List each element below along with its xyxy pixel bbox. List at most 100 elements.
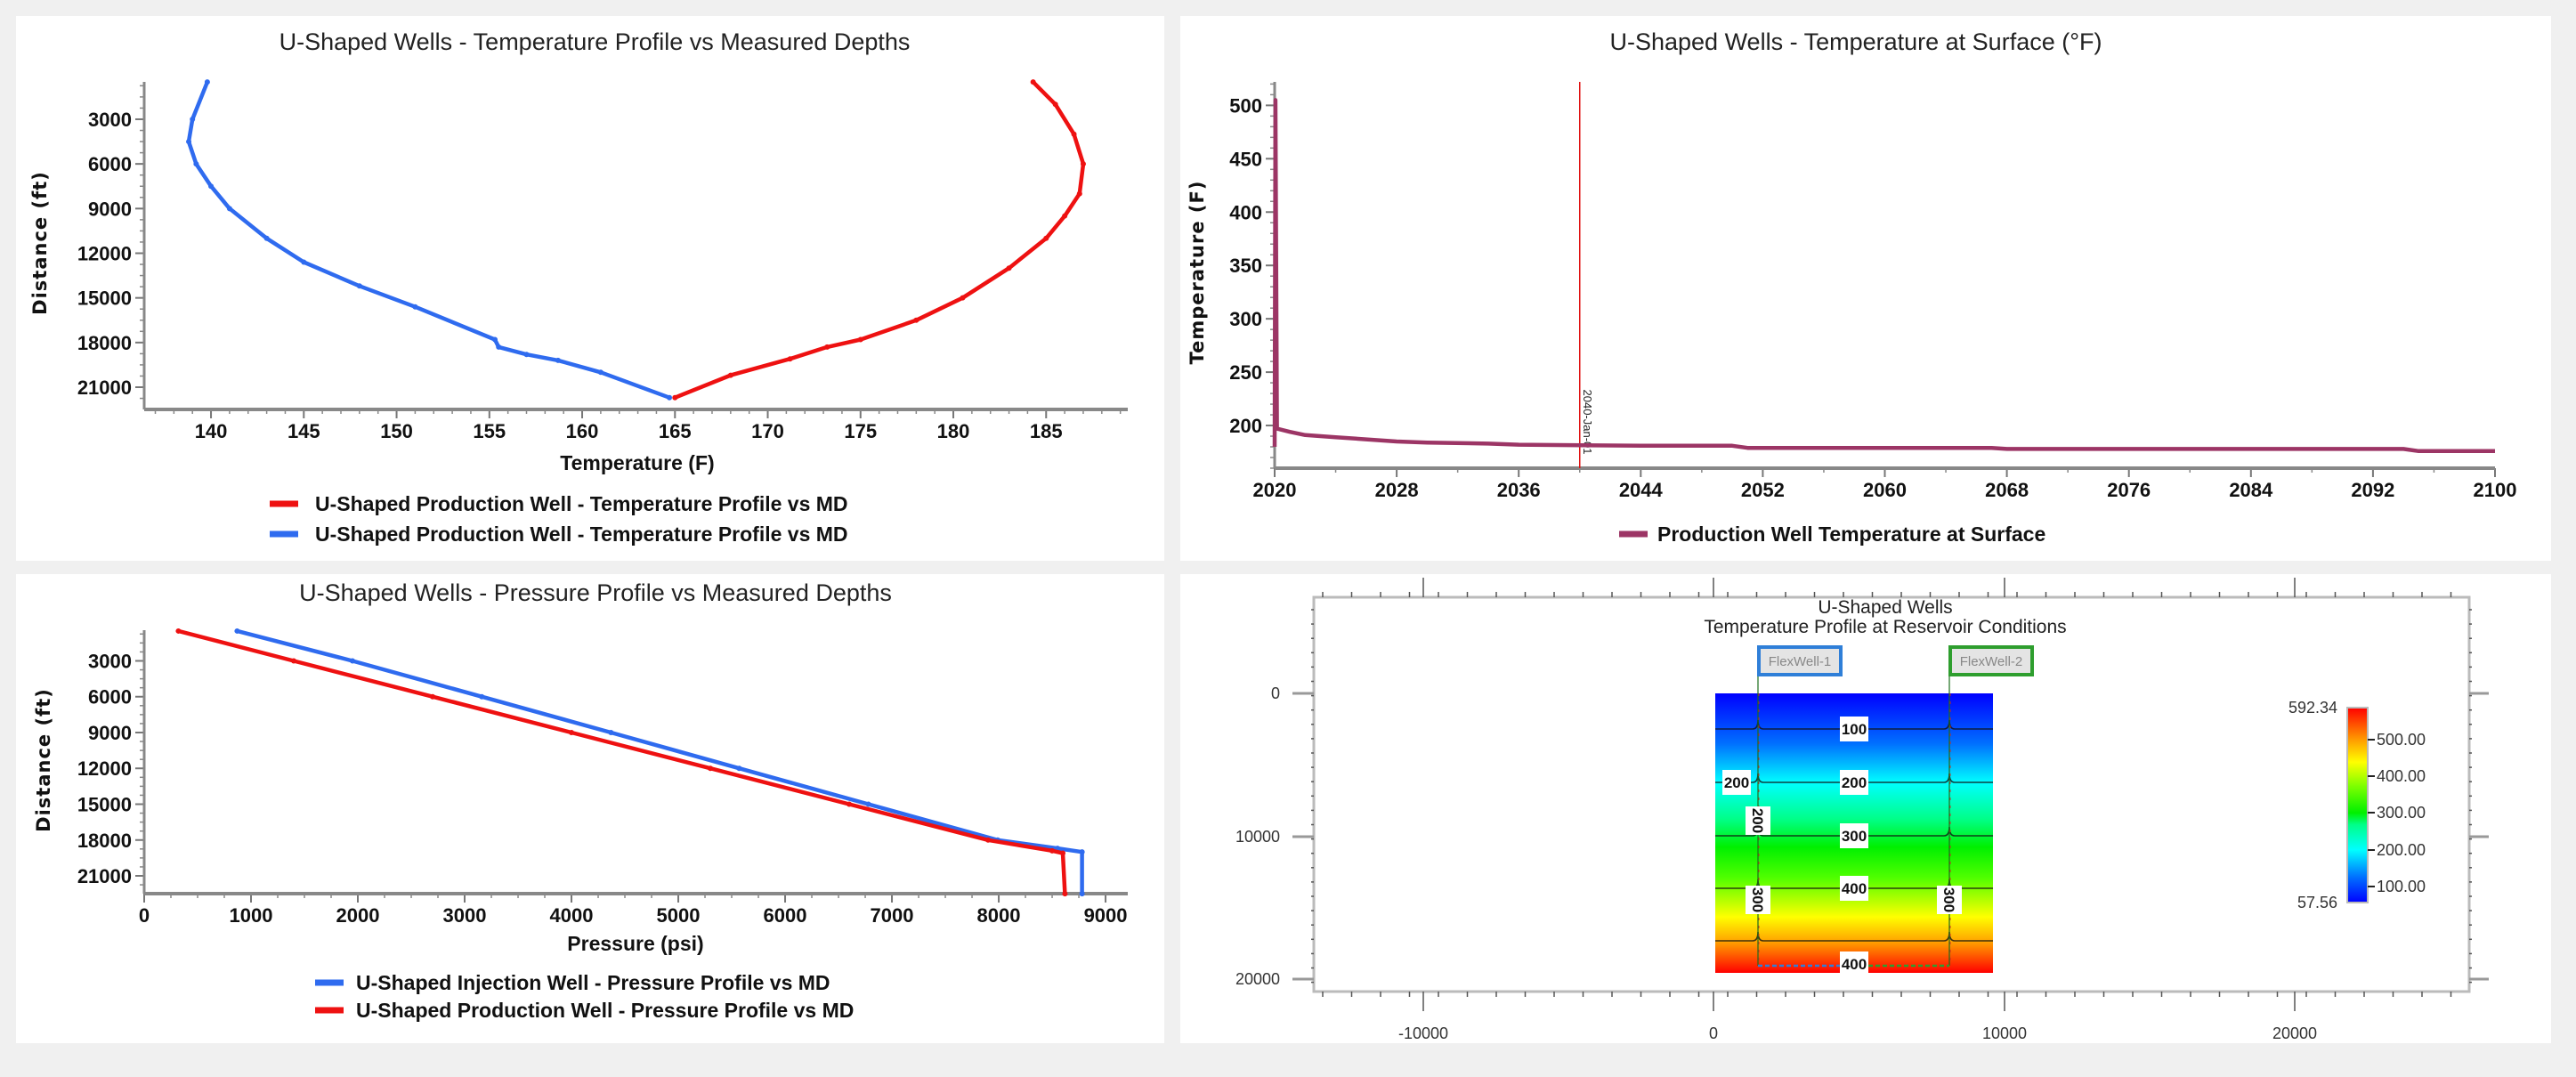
data-point [175, 628, 182, 634]
well-label-box[interactable] [1757, 645, 1843, 676]
x-tick-label: 4000 [550, 904, 594, 927]
data-point [985, 837, 992, 843]
chart-title: U-Shaped Wells - Temperature at Surface … [1609, 28, 2102, 55]
contour-label: 200 [1746, 806, 1770, 835]
well-label: FlexWell-2 [1960, 654, 2023, 669]
contour-label: 300 [1840, 823, 1868, 848]
y-axis-label: Distance (ft) [29, 171, 51, 315]
data-point [1062, 213, 1068, 219]
data-point [204, 79, 210, 85]
contour-label-text: 400 [1842, 956, 1867, 973]
data-point [186, 139, 192, 145]
data-point [208, 183, 215, 190]
data-point [1030, 79, 1036, 85]
series-line [177, 628, 1067, 895]
contour-label-text: 200 [1724, 774, 1749, 791]
data-point [430, 693, 436, 700]
contour-label: 400 [1840, 951, 1868, 976]
data-point [496, 344, 502, 350]
x-axis-label: Pressure (psi) [567, 932, 703, 955]
y-tick-label: 200 [1229, 415, 1262, 437]
data-point [1079, 891, 1085, 897]
contour-label-text: 300 [1940, 887, 1957, 912]
contour-label-bg [1937, 886, 1962, 914]
chart-title: U-Shaped Wells - Temperature Profile vs … [279, 28, 911, 55]
temperature-profile-svg: U-Shaped Wells - Temperature Profile vs … [29, 28, 1128, 546]
contour-label: 200 [1722, 770, 1751, 795]
contour-label: 300 [1937, 886, 1962, 914]
x-tick-label: 0 [139, 904, 150, 927]
x-tick-label: 0 [1709, 1024, 1718, 1042]
x-tick-label: 180 [937, 420, 970, 442]
reservoir-temperature-svg: -10000 0 10000 20000 0 10000 20000 U-Shaped Wel… [1235, 578, 2489, 1042]
data-point [301, 259, 307, 265]
y-tick-label: 350 [1229, 255, 1262, 277]
contour-label-bg [1840, 951, 1868, 976]
y-tick-label: 6000 [88, 686, 132, 709]
contour-label-bg [1722, 770, 1751, 795]
y-tick-label: 15000 [77, 287, 132, 310]
temperature-profile-chart: U-Shaped Wells - Temperature Profile vs … [16, 16, 1164, 561]
surface-temperature-svg: U-Shaped Wells - Temperature at Surface … [1187, 28, 2516, 546]
y-tick-label: 21000 [77, 865, 132, 887]
x-tick-label: -10000 [1398, 1024, 1448, 1042]
well-label-box[interactable] [1948, 645, 2034, 676]
data-point [857, 336, 863, 343]
y-tick-label: 3000 [88, 650, 132, 672]
data-point [492, 336, 498, 343]
colorbar-max-label: 592.34 [2288, 699, 2337, 717]
x-tick-label: 2036 [1497, 479, 1541, 501]
colorbar-tick-label: 400.00 [2377, 767, 2426, 785]
y-tick-label: 12000 [77, 757, 132, 780]
data-point [569, 729, 575, 735]
legend-label: U-Shaped Production Well - Pressure Prof… [356, 999, 854, 1022]
y-tick-label: 500 [1229, 94, 1262, 117]
x-tick-label: 155 [473, 420, 506, 442]
x-tick-label: 5000 [657, 904, 701, 927]
data-point [555, 357, 561, 363]
data-point [597, 369, 603, 376]
data-point [1052, 101, 1058, 108]
data-point [960, 295, 966, 301]
x-tick-label: 175 [844, 420, 877, 442]
colorbar [2346, 707, 2369, 903]
y-tick-label: 18000 [77, 332, 132, 354]
data-point [708, 765, 714, 772]
colorbar-tick-label: 200.00 [2377, 841, 2426, 859]
y-tick-label: 18000 [77, 830, 132, 852]
contour-label-bg [1746, 806, 1770, 835]
legend-label: U-Shaped Production Well - Temperature P… [315, 522, 848, 546]
data-point [291, 658, 297, 664]
y-tick-label: 400 [1229, 201, 1262, 223]
colorbar-tick-label: 100.00 [2377, 878, 2426, 895]
contour-line [1715, 931, 1993, 942]
x-tick-label: 170 [751, 420, 784, 442]
x-tick-label: 8000 [977, 904, 1021, 927]
data-point [1043, 235, 1049, 241]
x-tick-label: 9000 [1084, 904, 1128, 927]
surface-temperature-chart: U-Shaped Wells - Temperature at Surface … [1180, 16, 2551, 561]
x-tick-label: 2052 [1741, 479, 1785, 501]
y-tick-label: 300 [1229, 308, 1262, 330]
map-subtitle: Temperature Profile at Reservoir Conditi… [1704, 617, 2066, 637]
contour-label-bg [1840, 717, 1868, 741]
data-point [226, 206, 232, 212]
contour-label-text: 200 [1842, 774, 1867, 791]
data-point [479, 693, 485, 700]
y-tick-label: 6000 [88, 153, 132, 175]
x-tick-label: 185 [1030, 420, 1063, 442]
y-tick-label: 0 [1271, 684, 1280, 702]
date-marker-label: 2040-Jan-01 [1581, 390, 1594, 455]
contour-label-bg [1840, 770, 1868, 795]
legend-label: U-Shaped Injection Well - Pressure Profi… [356, 971, 830, 994]
y-axis-label: Distance (ft) [33, 688, 54, 832]
contour-label-text: 300 [1749, 887, 1766, 912]
data-point [263, 235, 270, 241]
reservoir-temperature-map: -10000 0 10000 20000 0 10000 20000 U-Shaped Wel… [1180, 574, 2551, 1043]
x-tick-label: 2000 [336, 904, 380, 927]
x-tick-label: 6000 [764, 904, 807, 927]
data-point [1076, 190, 1082, 197]
data-point [350, 658, 356, 664]
x-tick-label: 145 [288, 420, 320, 442]
contour-label: 400 [1840, 876, 1868, 901]
